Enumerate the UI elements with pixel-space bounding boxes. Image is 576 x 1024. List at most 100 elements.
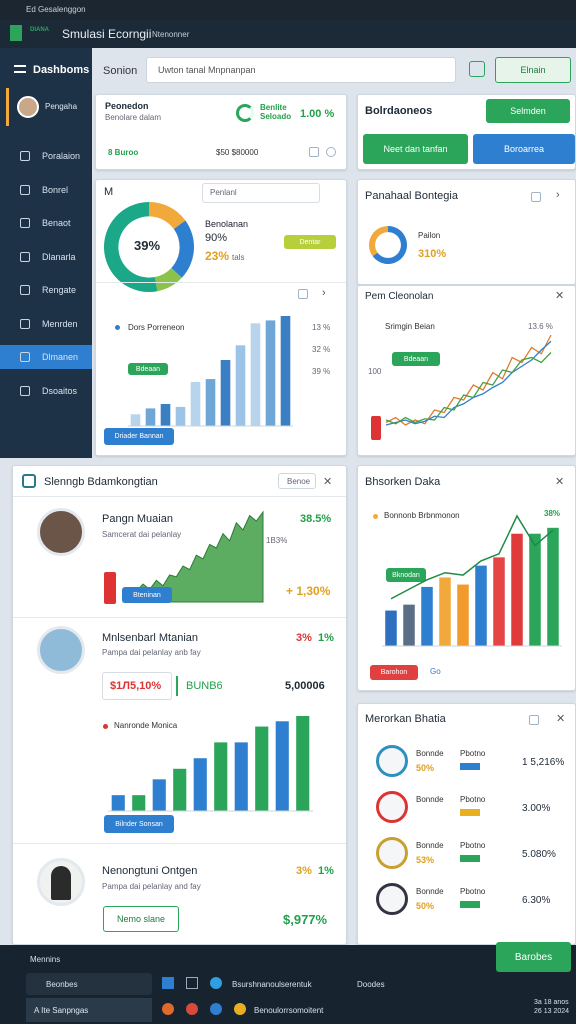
expand-icon[interactable] bbox=[298, 289, 308, 299]
avatar bbox=[37, 508, 85, 556]
row-pct: 50% bbox=[416, 763, 435, 773]
expand-icon[interactable] bbox=[531, 192, 541, 202]
taskbar-cta[interactable]: Barobes bbox=[496, 942, 571, 972]
bars2-button[interactable]: Barohon bbox=[370, 665, 418, 680]
bar bbox=[385, 610, 397, 646]
person-pct-1: 3% bbox=[296, 632, 312, 644]
bar bbox=[250, 323, 261, 426]
taskbar-icon[interactable] bbox=[186, 977, 198, 989]
row-pct: 50% bbox=[416, 901, 435, 911]
row-bar bbox=[460, 763, 480, 770]
top-button[interactable]: Selmden bbox=[486, 99, 570, 123]
close-icon[interactable]: ✕ bbox=[323, 476, 333, 488]
bar bbox=[152, 779, 166, 811]
taskbar-icon[interactable] bbox=[210, 1003, 222, 1015]
row-name: Bonnde bbox=[416, 887, 444, 896]
row-avatar bbox=[376, 837, 408, 869]
person-area-chart bbox=[122, 510, 264, 603]
primary-button[interactable]: Elnain bbox=[495, 57, 571, 83]
close-icon[interactable]: ✕ bbox=[555, 290, 565, 302]
tab[interactable] bbox=[278, 473, 316, 489]
donut-segment bbox=[372, 226, 407, 264]
refresh-button[interactable] bbox=[469, 61, 485, 77]
nav-item[interactable]: Rengate bbox=[0, 278, 92, 302]
bonteja-label: Pailon bbox=[418, 231, 441, 240]
taskbar-icon[interactable] bbox=[162, 1003, 174, 1015]
nav-item[interactable]: Dsoaitos bbox=[0, 379, 92, 403]
nav-icon bbox=[20, 218, 30, 228]
next-icon[interactable]: › bbox=[322, 287, 326, 299]
grid-icon[interactable] bbox=[309, 147, 319, 157]
bar bbox=[255, 726, 269, 811]
taskbar-window[interactable]: Bsurshnanoulserentuk bbox=[232, 980, 312, 989]
person-tag: 1B3% bbox=[266, 536, 288, 545]
person-pct: 38.5% bbox=[300, 513, 332, 525]
donut-segment bbox=[171, 220, 194, 278]
row-badge: Pbotno bbox=[460, 749, 486, 758]
bar bbox=[193, 758, 207, 811]
taskbar-icon[interactable] bbox=[210, 977, 222, 989]
row-badge: Pbotno bbox=[460, 795, 486, 804]
nav-item[interactable]: Dlanarla bbox=[0, 245, 92, 269]
bar bbox=[280, 316, 291, 426]
person-badge: Bteninan bbox=[122, 587, 172, 603]
action-button-2[interactable]: Boroarrea bbox=[473, 134, 575, 164]
taskbar-icon[interactable] bbox=[162, 977, 174, 989]
menu-icon[interactable] bbox=[14, 65, 26, 73]
bars2-link[interactable]: Go bbox=[430, 667, 441, 676]
user-name: Pengaha bbox=[45, 102, 78, 111]
row-value: 3.00% bbox=[522, 803, 551, 814]
legend-dot bbox=[115, 325, 120, 330]
person-name: Nenongtuni Ontgen bbox=[102, 865, 198, 877]
row-avatar bbox=[376, 883, 408, 915]
nav-item[interactable]: Benaot bbox=[0, 211, 92, 235]
person-button[interactable]: Bilnder Sonsan bbox=[104, 815, 174, 833]
next-icon[interactable]: › bbox=[556, 189, 560, 201]
stat-box-2: BUNB6 bbox=[186, 680, 223, 692]
actions-title: Bolrdaoneos bbox=[365, 105, 433, 117]
close-icon[interactable]: ✕ bbox=[556, 713, 566, 725]
line-series bbox=[385, 334, 552, 426]
bars-button[interactable]: Driader Bannan bbox=[104, 428, 174, 445]
person-name: Pangn Muaian bbox=[102, 513, 173, 525]
dropdown[interactable] bbox=[202, 183, 320, 203]
bar bbox=[493, 557, 505, 646]
person-button[interactable]: Nemo slane bbox=[103, 906, 179, 932]
row-pct: 53% bbox=[416, 855, 435, 865]
search-box[interactable] bbox=[146, 57, 456, 83]
bar bbox=[547, 527, 559, 646]
bars-legend: Dors Porreneon bbox=[128, 323, 185, 332]
alert-marker bbox=[104, 572, 116, 604]
row-avatar bbox=[376, 745, 408, 777]
expand-icon[interactable] bbox=[529, 715, 539, 725]
taskbar-window-2[interactable]: Doodes bbox=[357, 980, 385, 989]
taskbar-icon[interactable] bbox=[186, 1003, 198, 1015]
taskbar-start[interactable] bbox=[26, 998, 152, 1022]
side-label: 13 % bbox=[312, 323, 331, 332]
donut-button[interactable]: Dentar bbox=[284, 235, 336, 249]
bars-badge: Bdeaan bbox=[128, 363, 168, 375]
nav-item[interactable]: Dlmanen bbox=[0, 345, 92, 369]
taskbar-clock: 3a 18 anos 26 13 2024 bbox=[534, 999, 570, 1015]
row-name: Bonnde bbox=[416, 749, 444, 758]
nav-item[interactable]: Bonrel bbox=[0, 178, 92, 202]
action-button-1[interactable]: Neet dan tanfan bbox=[363, 134, 468, 164]
nav-icon bbox=[20, 184, 30, 195]
info-icon[interactable] bbox=[326, 147, 336, 157]
close-icon[interactable]: ✕ bbox=[555, 476, 565, 488]
nav-item[interactable]: Menrden bbox=[0, 312, 92, 336]
bar bbox=[214, 742, 228, 811]
taskbar-search[interactable] bbox=[26, 973, 152, 995]
summary-card bbox=[95, 94, 347, 170]
active-user-bar bbox=[6, 88, 9, 126]
area bbox=[122, 510, 264, 603]
sidebar-title: Dashboms bbox=[33, 64, 90, 76]
bar bbox=[145, 408, 156, 426]
row-bar bbox=[460, 855, 480, 862]
divider bbox=[13, 496, 346, 497]
row-name: Bonnde bbox=[416, 841, 444, 850]
taskbar-icon[interactable] bbox=[234, 1003, 246, 1015]
donut-title: Benolanan bbox=[205, 219, 249, 229]
nav-item[interactable]: Poralaion bbox=[0, 144, 92, 168]
